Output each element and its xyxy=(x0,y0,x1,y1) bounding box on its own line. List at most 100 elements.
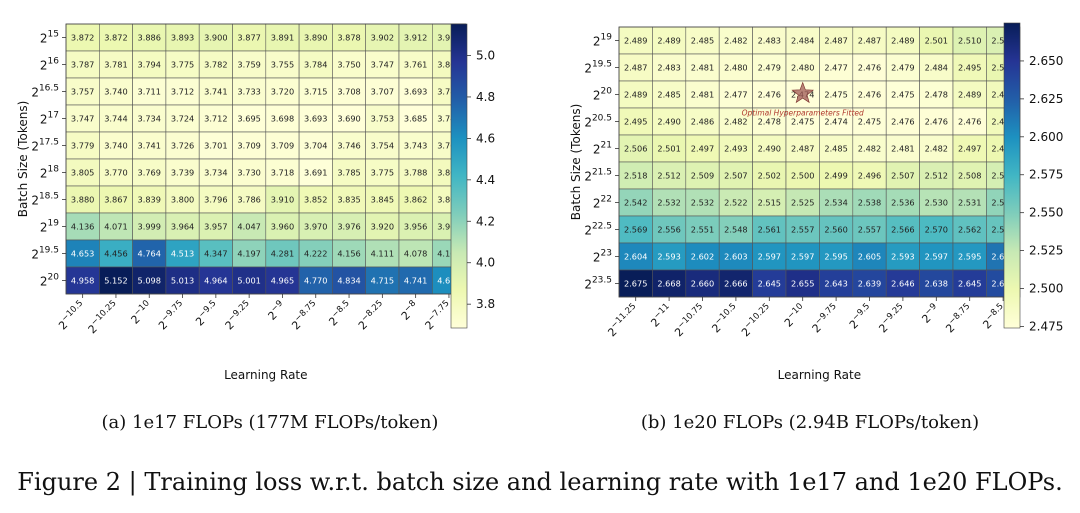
x-tick-label: 2−9.75 xyxy=(808,302,842,336)
heatmap-cell xyxy=(718,269,753,298)
cell-value-label: 2.561 xyxy=(758,225,781,235)
cell-value-label: 2.481 xyxy=(691,63,714,73)
heatmap-cell xyxy=(752,188,787,217)
cell-value-label: 3.800 xyxy=(171,195,194,205)
heatmap-cell xyxy=(718,107,753,136)
heatmap-cell xyxy=(165,77,200,106)
cell-value-label: 2.543 xyxy=(991,198,1014,208)
cell-value-label: 3.724 xyxy=(171,114,194,124)
cell-value-label: 3.715 xyxy=(304,87,327,97)
cell-value-label: 2.570 xyxy=(925,225,948,235)
x-tick-label: 2−10 xyxy=(127,299,155,327)
cell-value-label: 4.964 xyxy=(204,276,227,286)
cell-value-label: 3.740 xyxy=(104,87,127,97)
cell-value-label: 2.487 xyxy=(791,144,814,154)
cell-value-label: 3.890 xyxy=(304,33,327,43)
x-axis-label: Learning Rate xyxy=(224,368,307,382)
heatmap-cell xyxy=(265,131,300,160)
heatmap-cell xyxy=(652,134,687,163)
x-axis-label: Learning Rate xyxy=(778,368,861,382)
cell-value-label: 2.525 xyxy=(791,198,814,208)
heatmap-cell xyxy=(852,242,887,271)
cell-value-label: 2.481 xyxy=(691,90,714,100)
cell-value-label: 3.701 xyxy=(204,141,227,151)
cell-value-label: 2.605 xyxy=(858,252,881,262)
cell-value-label: 3.809 xyxy=(437,168,460,178)
cell-value-label: 3.757 xyxy=(71,87,94,97)
colorbar-tick-label: 4.2 xyxy=(476,214,495,228)
cell-value-label: 3.786 xyxy=(237,195,260,205)
cell-value-label: 3.787 xyxy=(71,60,94,70)
cell-value-label: 2.489 xyxy=(624,36,647,46)
heatmap-cell xyxy=(785,188,820,217)
y-tick-label: 218 xyxy=(40,165,59,181)
annotation-label: Optimal Hyperparameters Fitted xyxy=(742,109,864,118)
cell-value-label: 2.484 xyxy=(925,63,948,73)
cell-value-label: 3.796 xyxy=(204,195,227,205)
heatmap-cell xyxy=(819,161,854,190)
heatmap-cell xyxy=(265,77,300,106)
cell-value-label: 3.734 xyxy=(204,168,227,178)
cell-value-label: 3.872 xyxy=(104,33,127,43)
cell-value-label: 3.691 xyxy=(304,168,327,178)
heatmap-cell xyxy=(852,80,887,109)
heatmap-cell xyxy=(685,188,720,217)
colorbar-tick-label: 2.550 xyxy=(1029,206,1063,220)
cell-value-label: 3.785 xyxy=(337,168,360,178)
cell-value-label: 3.775 xyxy=(371,168,394,178)
cell-value-label: 4.764 xyxy=(138,249,161,259)
heatmap-cell xyxy=(952,53,987,82)
cell-value-label: 5.001 xyxy=(237,276,260,286)
cell-value-label: 2.476 xyxy=(758,90,781,100)
y-tick-label: 217.5 xyxy=(31,138,59,154)
y-axis-label: Batch Size (Tokens) xyxy=(16,101,30,218)
cell-value-label: 2.490 xyxy=(758,144,781,154)
subcaption-a: (a) 1e17 FLOPs (177M FLOPs/token) xyxy=(101,412,439,433)
heatmap-panel-a: 3.872 3.872 3.886 3.893 3.900 3.877 3.891 3.890… xyxy=(16,23,495,382)
cell-value-label: 3.741 xyxy=(138,141,161,151)
cell-value-label: 2.518 xyxy=(624,171,647,181)
heatmap-cell xyxy=(232,77,267,106)
cell-value-label: 3.788 xyxy=(404,168,427,178)
cell-value-label: 2.486 xyxy=(691,117,714,127)
cell-value-label: 3.698 xyxy=(271,114,294,124)
cell-value-label: 2.509 xyxy=(691,171,714,181)
cell-value-label: 2.487 xyxy=(824,36,847,46)
cell-value-label: 3.835 xyxy=(337,195,360,205)
cell-value-label: 4.197 xyxy=(237,249,260,259)
cell-value-label: 4.156 xyxy=(337,249,360,259)
cell-value-label: 4.136 xyxy=(71,222,94,232)
cell-value-label: 3.957 xyxy=(204,222,227,232)
y-axis-label: Batch Size (Tokens) xyxy=(569,104,583,221)
cell-value-label: 3.900 xyxy=(204,33,227,43)
x-tick-label: 2−8.25 xyxy=(354,299,388,333)
cell-value-label: 5.098 xyxy=(138,276,161,286)
x-tick-label: 2−10.25 xyxy=(738,302,776,340)
cell-value-label: 2.475 xyxy=(824,90,847,100)
heatmap-cell xyxy=(785,26,820,55)
heatmap-cell xyxy=(652,107,687,136)
cell-value-label: 2.530 xyxy=(925,198,948,208)
cell-value-label: 3.960 xyxy=(437,222,460,232)
cell-value-label: 2.532 xyxy=(691,198,714,208)
cell-value-label: 2.483 xyxy=(657,63,680,73)
heatmap-cell xyxy=(718,26,753,55)
cell-value-label: 3.712 xyxy=(204,114,227,124)
heatmap-cell xyxy=(298,131,333,160)
cell-value-label: 2.569 xyxy=(624,225,647,235)
heatmap-cell xyxy=(685,53,720,82)
cell-value-label: 2.492 xyxy=(991,90,1014,100)
cell-value-label: 3.880 xyxy=(71,195,94,205)
cell-value-label: 2.500 xyxy=(791,171,814,181)
cell-value-label: 2.538 xyxy=(858,198,881,208)
cell-value-label: 3.733 xyxy=(237,87,260,97)
cell-value-label: 3.739 xyxy=(171,168,194,178)
heatmap-cell xyxy=(952,80,987,109)
x-tick-label: 2−9.25 xyxy=(875,302,909,336)
cell-value-label: 3.867 xyxy=(104,195,127,205)
cell-value-label: 2.602 xyxy=(691,252,714,262)
cell-value-label: 2.502 xyxy=(758,171,781,181)
cell-value-label: 2.489 xyxy=(624,90,647,100)
cell-value-label: 2.597 xyxy=(758,252,781,262)
